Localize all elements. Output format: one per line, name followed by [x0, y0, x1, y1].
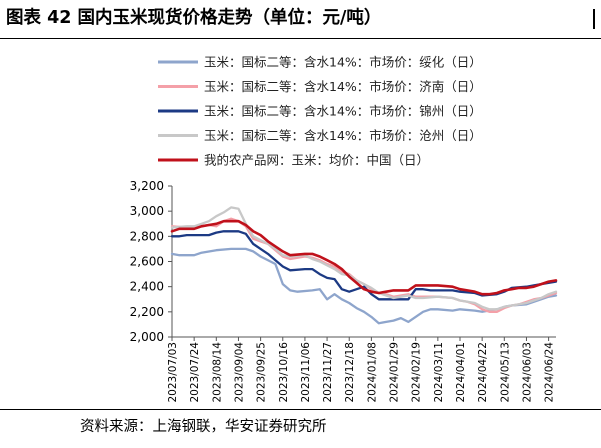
y-tick-label: 2,600 — [130, 255, 164, 269]
x-tick-label: 2023/07/03 — [167, 342, 179, 403]
x-tick-label: 2024/03/11 — [433, 342, 445, 403]
legend-label: 玉米：国标二等：含水14%：市场价：锦州（日） — [204, 104, 482, 119]
source-note: 资料来源：上海钢联，华安证券研究所 — [80, 419, 327, 435]
legend-label: 玉米：国标二等：含水14%：市场价：沧州（日） — [204, 128, 482, 143]
x-tick-label: 2023/10/16 — [278, 342, 290, 403]
legend-item: 玉米：国标二等：含水14%：市场价：锦州（日） — [158, 104, 482, 119]
y-tick-label: 3,200 — [130, 179, 164, 193]
series-line-5 — [170, 219, 558, 296]
x-tick-label: 2024/01/08 — [366, 342, 378, 403]
x-tick-label: 2024/02/19 — [411, 342, 423, 403]
x-tick-label: 2023/08/14 — [211, 342, 223, 403]
x-tick-label: 2023/07/24 — [189, 342, 201, 403]
x-tick-label: 2023/11/06 — [300, 342, 312, 403]
series-line-4 — [170, 206, 558, 311]
legend-item: 玉米：国标二等：含水14%：市场价：济南（日） — [158, 79, 482, 94]
x-tick-label: 2024/04/22 — [477, 342, 489, 403]
x-tick-label: 2024/05/13 — [499, 342, 511, 403]
x-tick-label: 2024/06/24 — [544, 342, 556, 403]
legend-label: 玉米：国标二等：含水14%：市场价：济南（日） — [204, 79, 482, 94]
x-tick-label: 2024/04/01 — [455, 342, 467, 403]
x-tick-label: 2023/09/25 — [256, 342, 268, 403]
y-tick-label: 2,400 — [130, 280, 164, 294]
y-tick-label: 2,800 — [130, 229, 164, 243]
chart-title: 图表 42 国内玉米现货价格走势（单位：元/吨） — [6, 8, 382, 28]
x-tick-label: 2024/01/29 — [389, 342, 401, 403]
x-tick-label: 2023/11/27 — [322, 342, 334, 403]
y-tick-label: 2,200 — [130, 305, 164, 319]
legend-label: 玉米：国标二等：含水14%：市场价：绥化（日） — [204, 55, 482, 70]
title-decoration-bar — [593, 9, 595, 29]
legend-item: 玉米：国标二等：含水14%：市场价：沧州（日） — [158, 128, 482, 143]
source-divider — [0, 409, 601, 410]
legend-item: 玉米：国标二等：含水14%：市场价：绥化（日） — [158, 55, 482, 70]
x-tick-label: 2023/09/04 — [233, 342, 245, 403]
legend-label: 我的农产品网：玉米：均价：中国（日） — [204, 153, 429, 168]
title-divider — [0, 38, 601, 39]
x-tick-label: 2024/06/03 — [521, 342, 533, 403]
series-line-2 — [170, 217, 558, 313]
y-tick-label: 2,000 — [130, 330, 164, 344]
x-tick-label: 2023/12/18 — [344, 342, 356, 403]
legend-item: 我的农产品网：玉米：均价：中国（日） — [158, 153, 429, 168]
y-tick-label: 3,000 — [130, 204, 164, 218]
